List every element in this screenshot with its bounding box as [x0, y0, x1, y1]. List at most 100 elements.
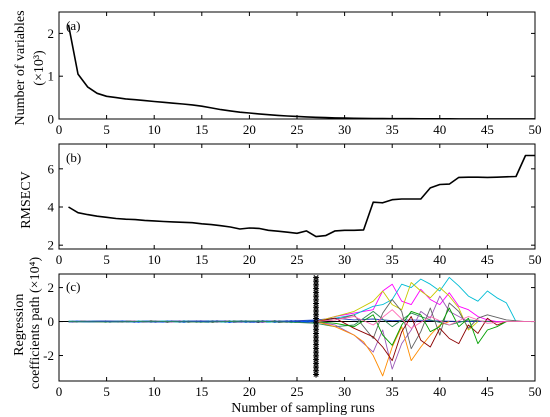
panel-c-frame — [58, 273, 536, 382]
coefficient-path-line — [315, 321, 450, 377]
asterisk-marker — [313, 301, 320, 306]
asterisk-marker — [313, 282, 320, 288]
panel-b-xtick-label: 35 — [386, 252, 399, 267]
panel-a: 0 5 10 15 20 25 30 35 40 45 50 0 1 2 — [48, 11, 542, 137]
panel-c-ytick-label: 0 — [48, 314, 55, 329]
optimal-run-marker-line — [313, 275, 320, 378]
panel-b-xtick-label: 15 — [195, 252, 208, 267]
panel-c-xtick-label: 20 — [243, 384, 256, 399]
panel-b-ytick-label: 2 — [48, 238, 55, 253]
asterisk-marker — [313, 342, 320, 348]
panel-c-ytick-label: 2 — [48, 280, 55, 295]
panel-c-xtick-label: 40 — [433, 384, 446, 399]
coefficient-path-line — [315, 282, 479, 331]
coefficient-path-line — [315, 283, 507, 323]
panel-a-ytick-label: 1 — [48, 69, 55, 84]
asterisk-marker — [313, 275, 320, 280]
panel-c-plot-area — [59, 276, 535, 377]
panel-a-plot-area — [67, 24, 535, 119]
asterisk-marker — [313, 297, 320, 303]
asterisk-marker — [313, 308, 320, 314]
coefficient-path-line — [68, 317, 535, 323]
asterisk-marker — [313, 368, 320, 374]
coefficient-path-line — [315, 295, 469, 370]
asterisk-marker — [313, 334, 320, 340]
panel-a-series-line — [67, 24, 535, 119]
panel-b-xtick-label: 0 — [56, 252, 63, 267]
asterisk-marker — [313, 316, 320, 321]
panel-b-xtick-label: 20 — [243, 252, 256, 267]
asterisk-marker — [313, 278, 320, 284]
panel-c-xtick-label: 5 — [103, 384, 110, 399]
asterisk-marker — [313, 319, 320, 325]
panel-c-xtick-label: 0 — [56, 384, 63, 399]
panel-b-ytick-label: 6 — [48, 161, 55, 176]
coefficient-path-line — [315, 276, 517, 323]
panel-b-ytick-label: 4 — [48, 200, 55, 215]
panel-b-xtick-label: 5 — [103, 252, 110, 267]
panel-c-ylabel-line1: Regression — [12, 294, 27, 356]
panel-a-xtick-label: 10 — [148, 122, 161, 137]
panel-c-xtick-label: 15 — [195, 384, 208, 399]
panel-b-xtick-label: 50 — [529, 252, 542, 267]
panel-a-ytick-label: 2 — [48, 26, 55, 41]
panel-a-xtick-label: 35 — [386, 122, 399, 137]
asterisk-marker — [313, 323, 320, 329]
panel-a-ytick-label: 0 — [48, 112, 55, 127]
panel-c-xtick-label: 50 — [529, 384, 542, 399]
coefficient-path-line — [315, 307, 516, 346]
panel-b-xtick-label: 10 — [148, 252, 161, 267]
coefficient-path-line — [68, 310, 535, 328]
panel-b-xtick-label: 30 — [338, 252, 351, 267]
panel-c: 0 5 10 15 20 25 30 35 40 45 50 -2 0 2 — [43, 273, 542, 399]
asterisk-marker — [313, 357, 320, 362]
asterisk-marker — [313, 331, 320, 336]
asterisk-marker — [313, 349, 320, 355]
asterisk-marker — [313, 360, 320, 366]
asterisk-marker — [313, 346, 320, 351]
panel-a-label: (a) — [66, 18, 80, 33]
panel-a-xtick-label: 40 — [433, 122, 446, 137]
panel-b-ylabel: RMSECV — [19, 171, 34, 229]
panel-a-xtick-label: 25 — [291, 122, 304, 137]
panel-a-xtick-label: 5 — [103, 122, 110, 137]
panel-a-xtick-label: 0 — [56, 122, 63, 137]
asterisk-marker — [313, 372, 320, 377]
panel-b-xtick-label: 40 — [433, 252, 446, 267]
panel-c-xtick-label: 35 — [386, 384, 399, 399]
panel-c-xtick-label: 30 — [338, 384, 351, 399]
asterisk-marker — [313, 286, 320, 291]
panel-b-series-line — [68, 154, 535, 238]
panel-a-xtick-label: 15 — [195, 122, 208, 137]
panel-b-plot-area — [68, 154, 535, 238]
panel-c-label: (c) — [66, 279, 80, 294]
panel-a-ylabel: Number of variables — [13, 10, 28, 125]
panel-b-xtick-label: 25 — [291, 252, 304, 267]
asterisk-marker — [313, 312, 320, 318]
asterisk-marker — [313, 289, 320, 295]
panel-c-ytick-label: -2 — [43, 348, 54, 363]
panel-a-xtick-label: 20 — [243, 122, 256, 137]
asterisk-marker — [313, 353, 320, 359]
asterisk-marker — [313, 327, 320, 333]
coefficient-path-line — [315, 309, 535, 329]
panel-c-xtick-label: 10 — [148, 384, 161, 399]
panel-b-xtick-label: 45 — [481, 252, 494, 267]
asterisk-marker — [313, 304, 320, 310]
asterisk-marker — [313, 364, 320, 370]
panel-a-xtick-label: 45 — [481, 122, 494, 137]
panel-c-ylabel: Regression coefficients path (×10⁴) — [12, 257, 43, 390]
coefficient-path-line — [315, 299, 526, 350]
coefficient-path-line — [315, 316, 507, 362]
panel-a-xtick-label: 30 — [338, 122, 351, 137]
asterisk-marker — [313, 293, 320, 299]
panel-c-xtick-label: 45 — [481, 384, 494, 399]
asterisk-marker — [313, 338, 320, 344]
x-axis-title: Number of sampling runs — [231, 401, 374, 416]
panel-c-ylabel-line2: coefficients path (×10⁴) — [28, 257, 43, 390]
panel-b: 0 5 10 15 20 25 30 35 40 45 50 2 4 6 — [48, 143, 542, 267]
panel-a-xtick-label: 50 — [529, 122, 542, 137]
panel-a-frame — [58, 11, 536, 120]
panel-a-ylabel-unit: (×10³) — [32, 50, 47, 86]
